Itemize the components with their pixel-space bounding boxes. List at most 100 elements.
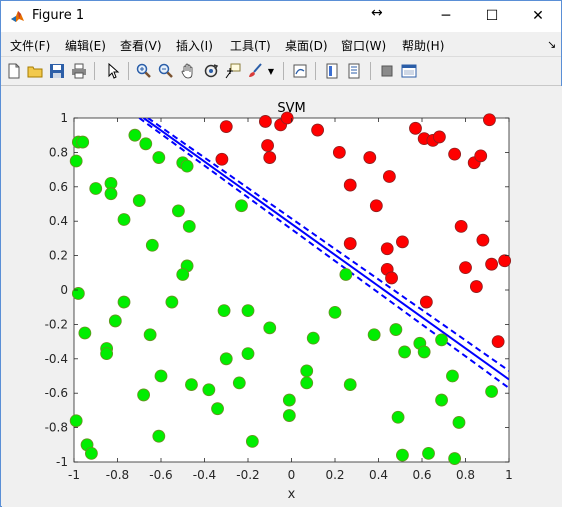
- class-green-point: [128, 128, 142, 142]
- brush-dropdown-button[interactable]: ▼: [266, 61, 276, 81]
- y-tick-label: 0.4: [49, 214, 68, 228]
- class-red-point: [215, 152, 229, 166]
- class-green-point: [117, 213, 131, 226]
- zoom-in-icon: [136, 63, 151, 78]
- chart-title: SVM: [277, 101, 305, 116]
- show-plot-tools-button[interactable]: [399, 61, 419, 81]
- x-tick-label: -0.6: [149, 468, 172, 482]
- close-button[interactable]: ✕: [515, 1, 561, 32]
- class-red-point: [343, 237, 357, 250]
- class-green-point: [143, 328, 157, 342]
- brush-dropdown-icon: ▼: [267, 66, 275, 76]
- y-tick-label: -1: [56, 455, 68, 469]
- y-tick-label: 0.8: [49, 145, 68, 159]
- x-tick-label: 0.8: [456, 468, 475, 482]
- class-red-point: [258, 115, 272, 128]
- class-green-point: [139, 137, 153, 151]
- class-green-point: [132, 194, 146, 207]
- class-green-point: [165, 295, 179, 309]
- save-icon: [50, 64, 64, 78]
- class-green-point: [154, 369, 168, 383]
- zoom-out-button[interactable]: [156, 61, 176, 81]
- menu-file[interactable]: 文件(F): [10, 39, 51, 53]
- class-green-point: [76, 135, 90, 149]
- class-green-point: [300, 376, 314, 390]
- class-red-point: [382, 170, 396, 183]
- menu-desktop[interactable]: 桌面(D): [285, 39, 328, 53]
- menu-edit[interactable]: 编辑(E): [65, 39, 106, 53]
- brush-button[interactable]: [245, 61, 265, 81]
- svm-scatter-plot[interactable]: -1 -0.8 -0.6 -0.4 -0.2 0 0.2 0.4 0.6 0.8 1 -1 -0.8 -0…: [2, 86, 562, 507]
- class-green-point: [232, 376, 246, 390]
- class-green-point: [300, 364, 314, 378]
- menu-dock-arrow-icon[interactable]: ↘: [547, 38, 557, 51]
- class-red-point: [263, 151, 277, 164]
- class-red-point: [469, 280, 483, 293]
- class-green-point: [108, 314, 122, 328]
- class-red-point: [219, 120, 233, 133]
- insert-legend-button[interactable]: [344, 61, 364, 81]
- rotate-3d-icon: [204, 64, 219, 78]
- pointer-button[interactable]: [103, 61, 123, 81]
- x-tick-label: 0.6: [412, 468, 431, 482]
- class-red-point: [454, 219, 468, 233]
- link-plot-button[interactable]: [290, 61, 310, 81]
- class-green-point: [417, 345, 431, 359]
- class-green-point: [69, 414, 83, 428]
- class-green-point: [185, 378, 198, 392]
- pin-arrows-icon[interactable]: ↔: [371, 5, 383, 21]
- pan-button[interactable]: [178, 61, 198, 81]
- menu-help[interactable]: 帮助(H): [402, 39, 445, 53]
- class-green-point: [235, 199, 248, 213]
- maximize-button[interactable]: ☐: [469, 1, 515, 32]
- menu-tools[interactable]: 工具(T): [230, 39, 271, 53]
- hide-plot-tools-button[interactable]: [377, 61, 397, 81]
- class-green-point: [211, 402, 224, 416]
- y-tick-label: -0.6: [45, 386, 68, 400]
- open-file-button[interactable]: [25, 61, 45, 81]
- save-button[interactable]: [47, 61, 67, 81]
- menu-insert[interactable]: 插入(I): [176, 39, 213, 53]
- class-green-point: [306, 331, 320, 345]
- class-green-point: [171, 204, 185, 218]
- insert-colorbar-button[interactable]: [322, 61, 342, 81]
- new-figure-button[interactable]: [4, 61, 24, 81]
- minimize-button[interactable]: ─: [423, 1, 469, 32]
- zoom-out-icon: [158, 63, 173, 78]
- class-green-point: [263, 321, 277, 335]
- class-green-point: [182, 219, 196, 233]
- toolbar-separator: [94, 62, 95, 80]
- x-tick-label: -0.4: [193, 468, 216, 482]
- rotate-3d-button[interactable]: [201, 61, 221, 81]
- class-red-point: [369, 199, 383, 213]
- menu-view[interactable]: 查看(V): [120, 39, 162, 53]
- toolbar-separator: [315, 62, 316, 80]
- class-green-point: [435, 333, 448, 347]
- class-green-point: [446, 369, 459, 383]
- class-red-point: [385, 271, 398, 285]
- data-cursor-button[interactable]: [223, 61, 243, 81]
- y-tick-label: 0.2: [49, 249, 68, 263]
- x-tick-label: -1: [68, 468, 80, 482]
- x-tick-label: -0.8: [106, 468, 129, 482]
- print-button[interactable]: [69, 61, 89, 81]
- class-green-point: [391, 410, 405, 424]
- class-green-point: [219, 352, 233, 366]
- toolbar-separator: [128, 62, 129, 80]
- class-red-point: [363, 151, 377, 164]
- class-green-point: [152, 151, 166, 164]
- x-tick-label: 0.4: [369, 468, 388, 482]
- menu-window[interactable]: 窗口(W): [341, 39, 387, 53]
- class-green-point: [117, 295, 131, 309]
- y-tick-label: 0.6: [49, 180, 68, 194]
- pan-icon: [181, 63, 193, 79]
- title-bar[interactable]: Figure 1 ↔ ─ ☐ ✕: [1, 1, 561, 32]
- figure-toolbar: ▼: [1, 56, 561, 86]
- margin-line-2: [138, 118, 509, 389]
- y-tick-label: -0.2: [45, 317, 68, 331]
- figure-canvas[interactable]: -1 -0.8 -0.6 -0.4 -0.2 0 0.2 0.4 0.6 0.8 1 -1 -0.8 -0…: [2, 86, 562, 507]
- class-green-point: [245, 434, 259, 448]
- zoom-in-button[interactable]: [134, 61, 154, 81]
- class-green-point: [396, 448, 409, 462]
